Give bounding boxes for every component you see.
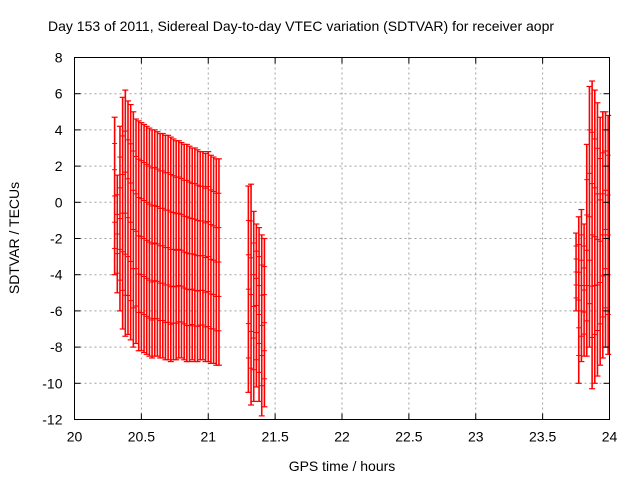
- error-bar: [261, 237, 268, 408]
- series-segment-1: [111, 89, 222, 366]
- error-bar: [207, 154, 214, 364]
- x-tick-label: 23.5: [529, 429, 556, 445]
- error-bar: [578, 208, 585, 363]
- error-bar: [591, 89, 598, 384]
- y-tick-label: -8: [50, 339, 63, 355]
- x-axis-tick-labels: 20 20.5 21 21.5 22 22.5 23 23.5 24: [67, 429, 618, 445]
- x-tick-label: 22.5: [395, 429, 422, 445]
- x-tick-label: 23: [468, 429, 484, 445]
- error-bar: [583, 143, 590, 357]
- error-bar: [586, 85, 593, 348]
- y-tick-label: 6: [55, 86, 63, 102]
- x-tick-label: 20: [67, 429, 83, 445]
- error-bar: [575, 216, 582, 384]
- x-axis-title: GPS time / hours: [289, 458, 396, 474]
- error-bar: [248, 183, 255, 406]
- error-bar: [215, 158, 222, 366]
- axis-ticks: [74, 57, 610, 420]
- error-bar: [122, 89, 129, 337]
- error-bar: [167, 136, 174, 363]
- y-tick-label: 4: [55, 122, 63, 138]
- x-tick-label: 21.5: [262, 429, 289, 445]
- error-bar: [138, 122, 145, 352]
- y-tick-label: -6: [50, 303, 63, 319]
- chart-title: Day 153 of 2011, Sidereal Day-to-day VTE…: [48, 18, 554, 34]
- error-bar: [146, 127, 153, 357]
- y-tick-label: -4: [50, 267, 63, 283]
- error-bar: [170, 138, 177, 361]
- error-bar: [256, 227, 263, 402]
- error-bar: [127, 103, 134, 341]
- error-bar: [258, 234, 265, 417]
- error-bar: [589, 80, 596, 390]
- error-bar: [250, 210, 257, 402]
- y-tick-label: 2: [55, 158, 63, 174]
- x-tick-label: 24: [602, 429, 618, 445]
- series-segment-2: [245, 183, 268, 417]
- error-bar: [581, 223, 588, 357]
- x-tick-label: 21: [200, 429, 216, 445]
- y-tick-label: 8: [55, 50, 63, 66]
- error-bar: [135, 120, 142, 352]
- error-bar: [178, 141, 185, 359]
- y-tick-label: 0: [55, 194, 63, 210]
- error-bar: [119, 96, 126, 330]
- error-bars: [111, 80, 612, 417]
- y-tick-label: -12: [42, 412, 62, 428]
- grid: [74, 57, 610, 420]
- error-bar: [594, 102, 601, 377]
- series-segment-3: [573, 80, 612, 390]
- x-tick-label: 22: [334, 429, 350, 445]
- y-axis-tick-labels: -12 -10 -8 -6 -4 -2 0 2 4 6 8: [42, 50, 62, 428]
- error-bar: [191, 147, 198, 363]
- error-bar: [141, 123, 148, 354]
- y-tick-label: -10: [42, 375, 62, 391]
- error-bar: [210, 156, 217, 364]
- error-bar: [125, 100, 131, 336]
- y-tick-label: -2: [50, 231, 63, 247]
- error-bar: [130, 111, 137, 348]
- error-bar: [114, 174, 121, 294]
- error-bar: [205, 151, 212, 363]
- error-bar: [159, 132, 166, 359]
- y-axis-title: SDTVAR / TECUs: [6, 182, 22, 294]
- error-bar: [186, 145, 193, 363]
- x-tick-label: 20.5: [128, 429, 155, 445]
- error-bar: [194, 149, 201, 363]
